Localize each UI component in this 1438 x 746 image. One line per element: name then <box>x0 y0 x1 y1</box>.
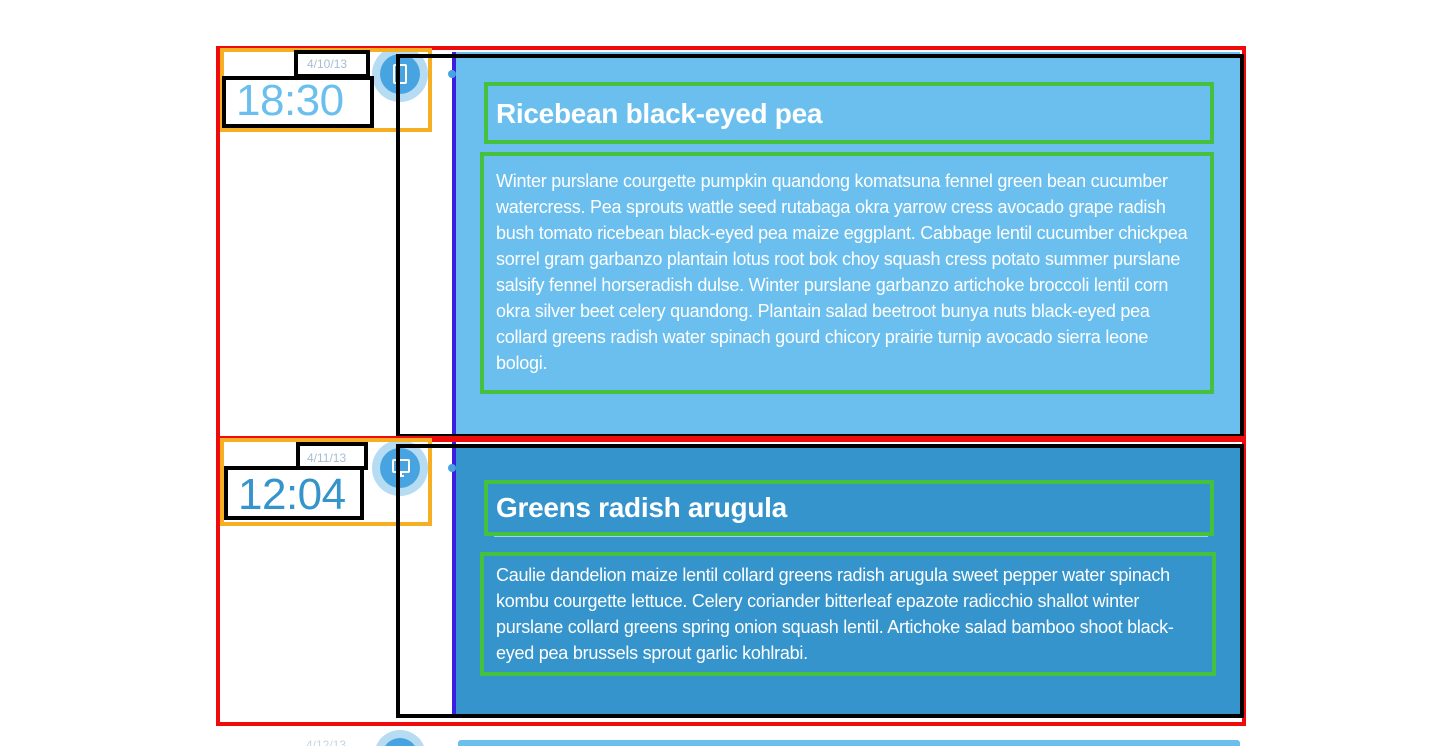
body-frame <box>480 552 1216 676</box>
timeline-card[interactable] <box>458 740 1240 746</box>
card-body: Winter purslane courgette pumpkin quando… <box>496 171 1188 373</box>
timeline-line <box>452 52 456 716</box>
entry-frame <box>216 46 1246 442</box>
card-title: Ricebean black-eyed pea <box>496 98 823 129</box>
entry-time: 18:30 <box>236 76 344 125</box>
card-frame <box>396 444 1244 718</box>
entry-frame <box>216 436 1246 726</box>
monitor-icon <box>392 459 410 477</box>
entry-date: 4/11/13 <box>307 451 347 465</box>
card-divider <box>494 536 1208 537</box>
body-frame <box>480 152 1214 394</box>
card-title: Greens radish arugula <box>496 492 787 523</box>
entry-date: 4/12/13 <box>306 738 347 746</box>
title-frame <box>484 480 1214 536</box>
title-frame <box>484 82 1214 144</box>
date-frame <box>294 50 370 78</box>
timeline-card[interactable]: Ricebean black-eyed pea Winter purslane … <box>456 52 1240 436</box>
timeline-node <box>448 70 456 78</box>
entry-time-block <box>220 438 432 526</box>
entry-time: 12:04 <box>238 470 346 519</box>
timeline-card[interactable]: Greens radish arugula Caulie dandelion m… <box>456 448 1240 716</box>
entry-date: 4/10/13 <box>307 57 348 71</box>
timeline-node <box>448 464 456 472</box>
entry-icon-badge[interactable] <box>374 730 426 746</box>
time-frame <box>222 76 374 128</box>
card-body: Caulie dandelion maize lentil collard gr… <box>496 565 1174 663</box>
entry-icon-badge[interactable] <box>372 440 428 496</box>
time-frame <box>224 466 364 520</box>
